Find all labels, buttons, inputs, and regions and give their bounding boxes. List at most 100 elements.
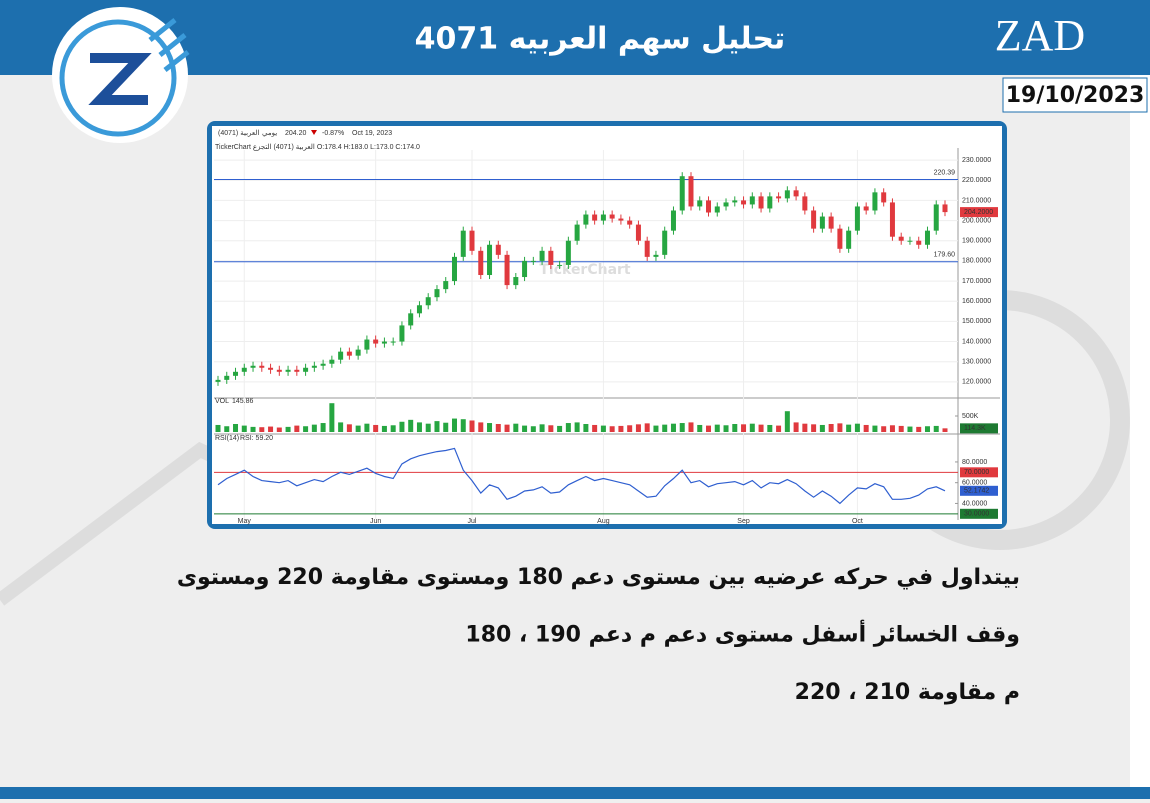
candle-body (907, 240, 913, 242)
volume-bar (495, 424, 501, 432)
volume-bar (627, 425, 633, 432)
volume-bar (425, 423, 431, 432)
volume-bar (714, 424, 720, 432)
chart-header: يومي (262, 130, 277, 137)
candle-body (574, 224, 580, 241)
volume-bar (907, 426, 913, 432)
volume-bar (592, 424, 598, 432)
volume-bar (346, 424, 352, 432)
x-tick-label: Jun (370, 518, 381, 525)
candle-body (811, 210, 817, 229)
candle-body (583, 214, 589, 225)
rsi-title: RSI(14) (215, 435, 239, 442)
candle-body (802, 196, 808, 211)
volume-bar (600, 425, 606, 432)
volume-bar (522, 425, 528, 432)
candle-body (688, 176, 694, 207)
volume-bar (898, 425, 904, 432)
candle-body (285, 369, 291, 372)
volume-bar (338, 422, 344, 432)
candle-body (268, 367, 274, 370)
logo (52, 7, 190, 143)
volume-bar (399, 421, 405, 432)
y-tick-label: 150.0000 (962, 318, 991, 325)
volume-bar (837, 423, 843, 432)
candle-body (276, 369, 282, 372)
rsi-line (217, 447, 946, 505)
y-tick-label: 140.0000 (962, 338, 991, 345)
bottom-bar (0, 787, 1150, 799)
candle-body (933, 204, 939, 231)
volume-bar (881, 426, 887, 432)
volume-bar (451, 418, 457, 432)
volume-bar (697, 424, 703, 432)
y-tick-label: 170.0000 (962, 278, 991, 285)
rsi-last-label: 52.1742 (964, 488, 989, 495)
volume-bar (776, 425, 782, 432)
candle-body (635, 224, 641, 241)
candle-body (697, 200, 703, 207)
candle-body (381, 341, 387, 344)
x-tick-label: Oct (852, 518, 863, 525)
x-tick-label: Jul (468, 518, 477, 525)
volume-bar (741, 424, 747, 432)
volume-bar (294, 425, 300, 432)
candle-body (373, 339, 379, 344)
volume-bar (215, 424, 221, 432)
candle-body (311, 365, 317, 368)
candle-body (706, 200, 712, 213)
volume-tick-label: 500K (962, 413, 979, 420)
y-tick-label: 230.0000 (962, 157, 991, 164)
candle-body (224, 375, 230, 380)
x-tick-label: Sep (737, 518, 750, 525)
volume-bar (679, 423, 685, 432)
chart: العربية (4071) يومي 204.20 -0.87% Oct 19, 20… (214, 129, 1000, 525)
y-tick-label: 200.0000 (962, 217, 991, 224)
volume-bar (469, 420, 475, 432)
volume-bar (364, 423, 370, 432)
volume-bar (802, 423, 808, 432)
volume-bar (811, 424, 817, 432)
y-tick-label: 180.0000 (962, 258, 991, 265)
candle-body (416, 305, 422, 314)
candle-body (828, 216, 834, 229)
chart-header: -0.87% (322, 130, 344, 137)
candle-body (399, 325, 405, 342)
rsi-tick-label: 40.0000 (962, 500, 987, 507)
volume-bar (583, 424, 589, 432)
volume-bar (653, 425, 659, 432)
volume-bar (513, 423, 519, 432)
rsi-tick-label: 30.0000 (964, 511, 989, 518)
candle-body (837, 228, 843, 249)
volume-bar (723, 425, 729, 432)
volume-tag (960, 423, 998, 434)
volume-bar (311, 424, 317, 432)
volume-bar (574, 422, 580, 432)
volume-bar (408, 419, 414, 432)
y-tick-label: 190.0000 (962, 238, 991, 245)
volume-bar (828, 424, 834, 432)
volume-bar (758, 424, 764, 432)
down-arrow (311, 130, 317, 135)
volume-bar (329, 403, 335, 432)
candle-body (408, 313, 414, 326)
rsi-level-tag (960, 467, 998, 478)
y-tick-label: 210.0000 (962, 197, 991, 204)
volume-bar (670, 423, 676, 432)
candle-body (241, 367, 247, 372)
volume-bar (530, 426, 536, 432)
volume-bar (609, 426, 615, 432)
volume-bar (863, 424, 869, 432)
volume-bar (460, 419, 466, 432)
candle-body (250, 365, 256, 368)
volume-bar (854, 423, 860, 432)
volume-bar (320, 423, 326, 432)
volume-bar (390, 425, 396, 432)
volume-bar (767, 424, 773, 432)
y-tick-label: 160.0000 (962, 298, 991, 305)
volume-bar (942, 428, 948, 432)
volume-bar (749, 423, 755, 432)
volume-bar (784, 411, 790, 432)
candle-body (618, 218, 624, 221)
